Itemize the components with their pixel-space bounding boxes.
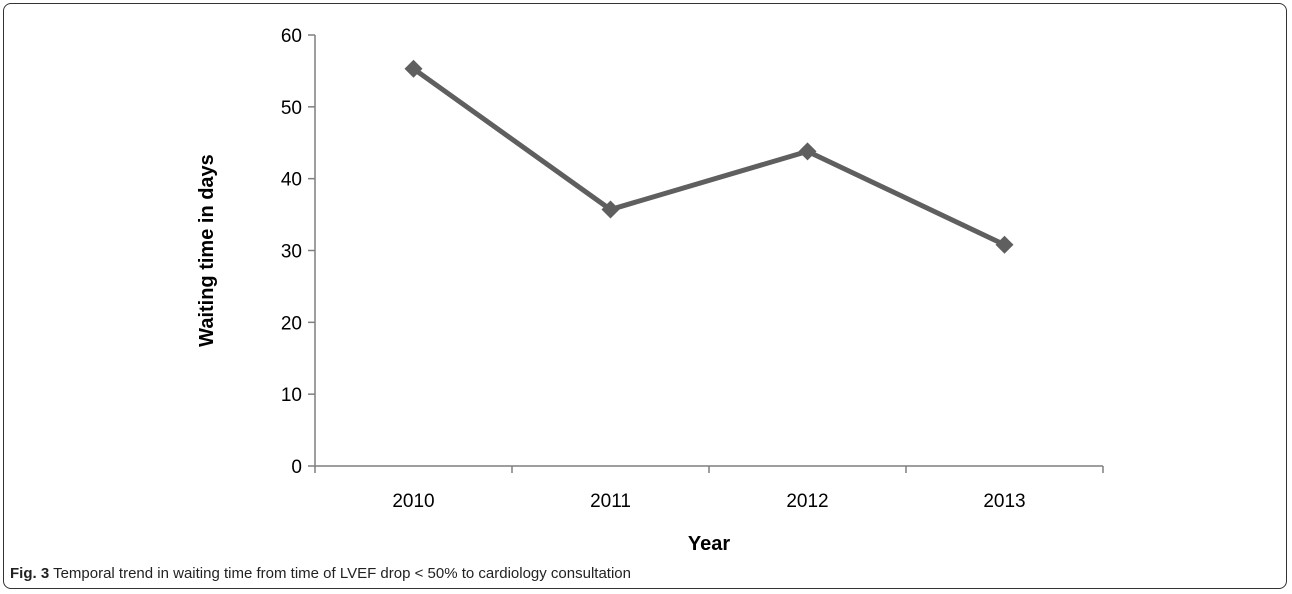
y-tick-label: 10	[281, 385, 302, 406]
data-point-marker	[601, 200, 620, 219]
y-axis-label: Waiting time in days	[196, 154, 218, 347]
y-ticks: 0 10 20 30 40 50 60	[281, 26, 315, 478]
y-tick-label: 40	[281, 170, 302, 191]
chart-axes	[314, 35, 1103, 467]
x-axis-label: Year	[688, 533, 730, 555]
x-ticks: 2010 2011 2012 2013	[314, 466, 1104, 512]
y-tick-label: 50	[281, 98, 302, 119]
figure-frame	[3, 3, 1287, 589]
y-tick-label: 0	[291, 457, 302, 478]
data-point-marker	[798, 142, 817, 161]
data-point-marker	[404, 59, 423, 78]
y-tick-label: 20	[281, 313, 302, 334]
figure-caption-text: Temporal trend in waiting time from time…	[49, 565, 631, 582]
x-tick-label: 2012	[786, 491, 828, 512]
x-tick-label: 2010	[392, 491, 434, 512]
x-tick-label: 2013	[983, 491, 1025, 512]
figure-caption: Fig. 3 Temporal trend in waiting time fr…	[10, 565, 631, 582]
series-line	[412, 66, 1006, 248]
x-tick-label: 2011	[590, 491, 631, 512]
y-tick-label: 30	[281, 242, 302, 263]
y-tick-label: 60	[281, 26, 302, 47]
series-group	[404, 59, 1014, 254]
figure-caption-label: Fig. 3	[10, 565, 50, 582]
data-point-marker	[995, 235, 1014, 254]
